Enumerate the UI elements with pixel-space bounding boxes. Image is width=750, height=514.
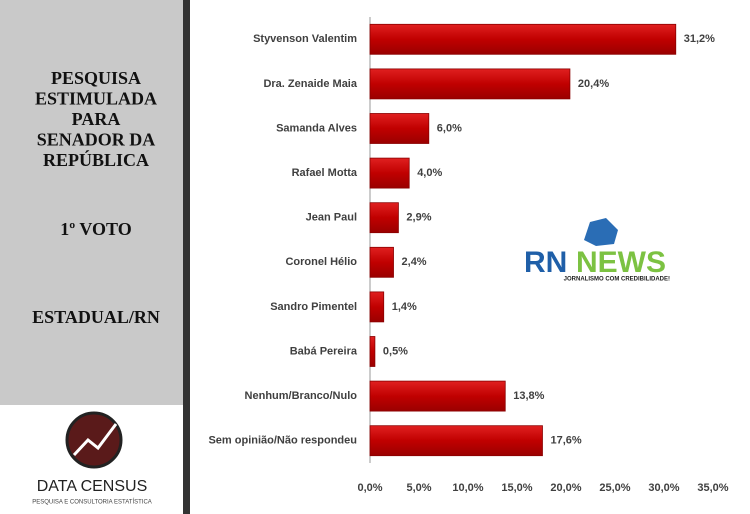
category-label: Sem opinião/Não respondeu (208, 435, 357, 447)
x-tick-label: 0,0% (357, 482, 382, 494)
x-tick-label: 35,0% (697, 482, 728, 494)
category-label: Samanda Alves (276, 122, 357, 134)
value-label: 0,5% (383, 345, 408, 357)
category-label: Coronel Hélio (285, 256, 357, 268)
rnnews-logo-rn: RN (524, 246, 567, 279)
census-icon (65, 411, 123, 469)
x-tick-label: 30,0% (648, 482, 679, 494)
panel-title-line: REPÚBLICA (43, 149, 149, 170)
rnnews-tagline: JORNALISMO COM CREDIBILIDADE! (564, 277, 670, 283)
value-label: 17,6% (550, 435, 581, 447)
bar (369, 113, 430, 144)
bar (369, 336, 376, 367)
census-tagline: PESQUISA E CONSULTORIA ESTATÍSTICA (32, 499, 152, 506)
category-label: Styvenson Valentim (253, 33, 357, 45)
category-label: Nenhum/Branco/Nulo (245, 390, 358, 402)
scope-label: ESTADUAL/RN (32, 307, 160, 327)
value-label: 2,4% (402, 256, 427, 268)
panel-title-line: PARA (72, 109, 121, 129)
value-label: 6,0% (437, 122, 462, 134)
vote-label: 1º VOTO (60, 219, 131, 239)
category-label: Sandro Pimentel (270, 301, 357, 313)
rnnews-icon (584, 218, 618, 246)
x-tick-label: 15,0% (501, 482, 532, 494)
bar (369, 157, 410, 189)
bar (369, 68, 571, 100)
bar (369, 23, 677, 55)
panel-title-line: PESQUISA (51, 68, 141, 88)
value-label: 31,2% (684, 33, 715, 45)
bar (369, 246, 394, 278)
category-label: Dra. Zenaide Maia (263, 78, 357, 90)
bar (369, 202, 399, 234)
panel-title-line: ESTIMULADA (35, 89, 157, 109)
category-label: Babá Pereira (290, 345, 358, 357)
rnnews-logo-news: NEWS (576, 246, 666, 279)
census-logo: DATA CENSUS (37, 478, 148, 495)
bar (369, 291, 385, 323)
value-label: 20,4% (578, 78, 609, 90)
category-label: Jean Paul (306, 212, 357, 224)
category-label: Rafael Motta (292, 167, 358, 179)
panel-title-line: SENADOR DA (37, 130, 156, 150)
x-tick-label: 10,0% (452, 482, 483, 494)
value-label: 1,4% (392, 301, 417, 313)
x-tick-label: 20,0% (550, 482, 581, 494)
census-icon-arrow (72, 423, 118, 457)
side-panel (0, 0, 183, 405)
divider (183, 0, 190, 514)
x-tick-label: 5,0% (406, 482, 431, 494)
chart: 0,0% 5,0% 10,0% 15,0% 20,0% 25,0% 30,0% 35,0% St… (208, 17, 729, 494)
value-label: 13,8% (513, 390, 544, 402)
bar (369, 425, 543, 457)
value-label: 4,0% (417, 167, 442, 179)
bar (369, 380, 506, 412)
value-label: 2,9% (406, 212, 431, 224)
x-tick-label: 25,0% (599, 482, 630, 494)
